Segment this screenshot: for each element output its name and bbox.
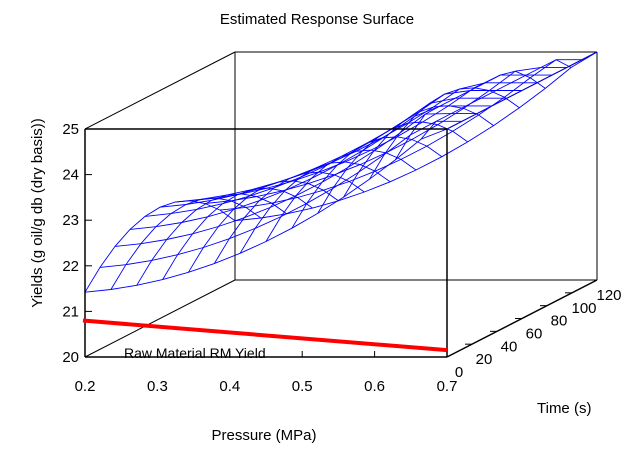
y-tick-label: 20 [476,351,493,368]
y-tick-label: 80 [551,313,568,330]
surface-mesh [84,51,598,293]
surface-line-pressure [394,70,546,161]
raw-material-yield-line [82,318,448,353]
surface-line-time [114,113,477,247]
box-edge [84,279,236,358]
raw-material-yield-label: Raw Material RM Yield [124,345,266,361]
y-tick-label: 40 [501,338,518,355]
surface-line-pressure [162,187,313,280]
chart-title: Estimated Response Surface [220,11,414,28]
surface-line-time [174,82,537,203]
x-tick-label: 0.4 [219,378,240,395]
surface-line-time [234,51,598,222]
surface-line-time [144,97,507,217]
z-tick-label: 21 [62,303,79,320]
surface-line-pressure [369,87,520,180]
x-tick-label: 0.6 [364,378,385,395]
surface-line-time [189,74,552,202]
y-tick-label: 100 [571,300,596,317]
surface-line-pressure [188,180,339,273]
x-axis-label: Pressure (MPa) [211,427,316,444]
z-tick-label: 24 [62,167,79,184]
surface-line-time [159,90,522,208]
y-axis-label: Time (s) [537,400,591,417]
surface-line-time [84,128,448,293]
y-tick-label: 120 [596,287,621,304]
surface-line-pressure [213,171,365,264]
surface-line-time [129,105,492,230]
surface-line-time [99,120,462,268]
z-tick-label: 23 [62,212,79,229]
x-tick-label: 0.3 [147,378,168,395]
y-tick-label: 60 [526,326,543,343]
z-tick-label: 22 [62,258,79,275]
z-axis-label: Yields (g oil/g db (dry basis)) [29,118,46,308]
box-back-edges [84,51,598,358]
z-tick-label: 20 [62,349,79,366]
x-tick-label: 0.5 [292,378,313,395]
surface-line-time [204,66,567,204]
y-tick-label: 0 [455,364,463,381]
x-tick-label: 0.2 [75,378,96,395]
surface-line-time [219,59,582,211]
z-tick-label: 25 [62,121,79,138]
x-tick-label: 0.7 [437,378,458,395]
box-edge [84,51,236,130]
